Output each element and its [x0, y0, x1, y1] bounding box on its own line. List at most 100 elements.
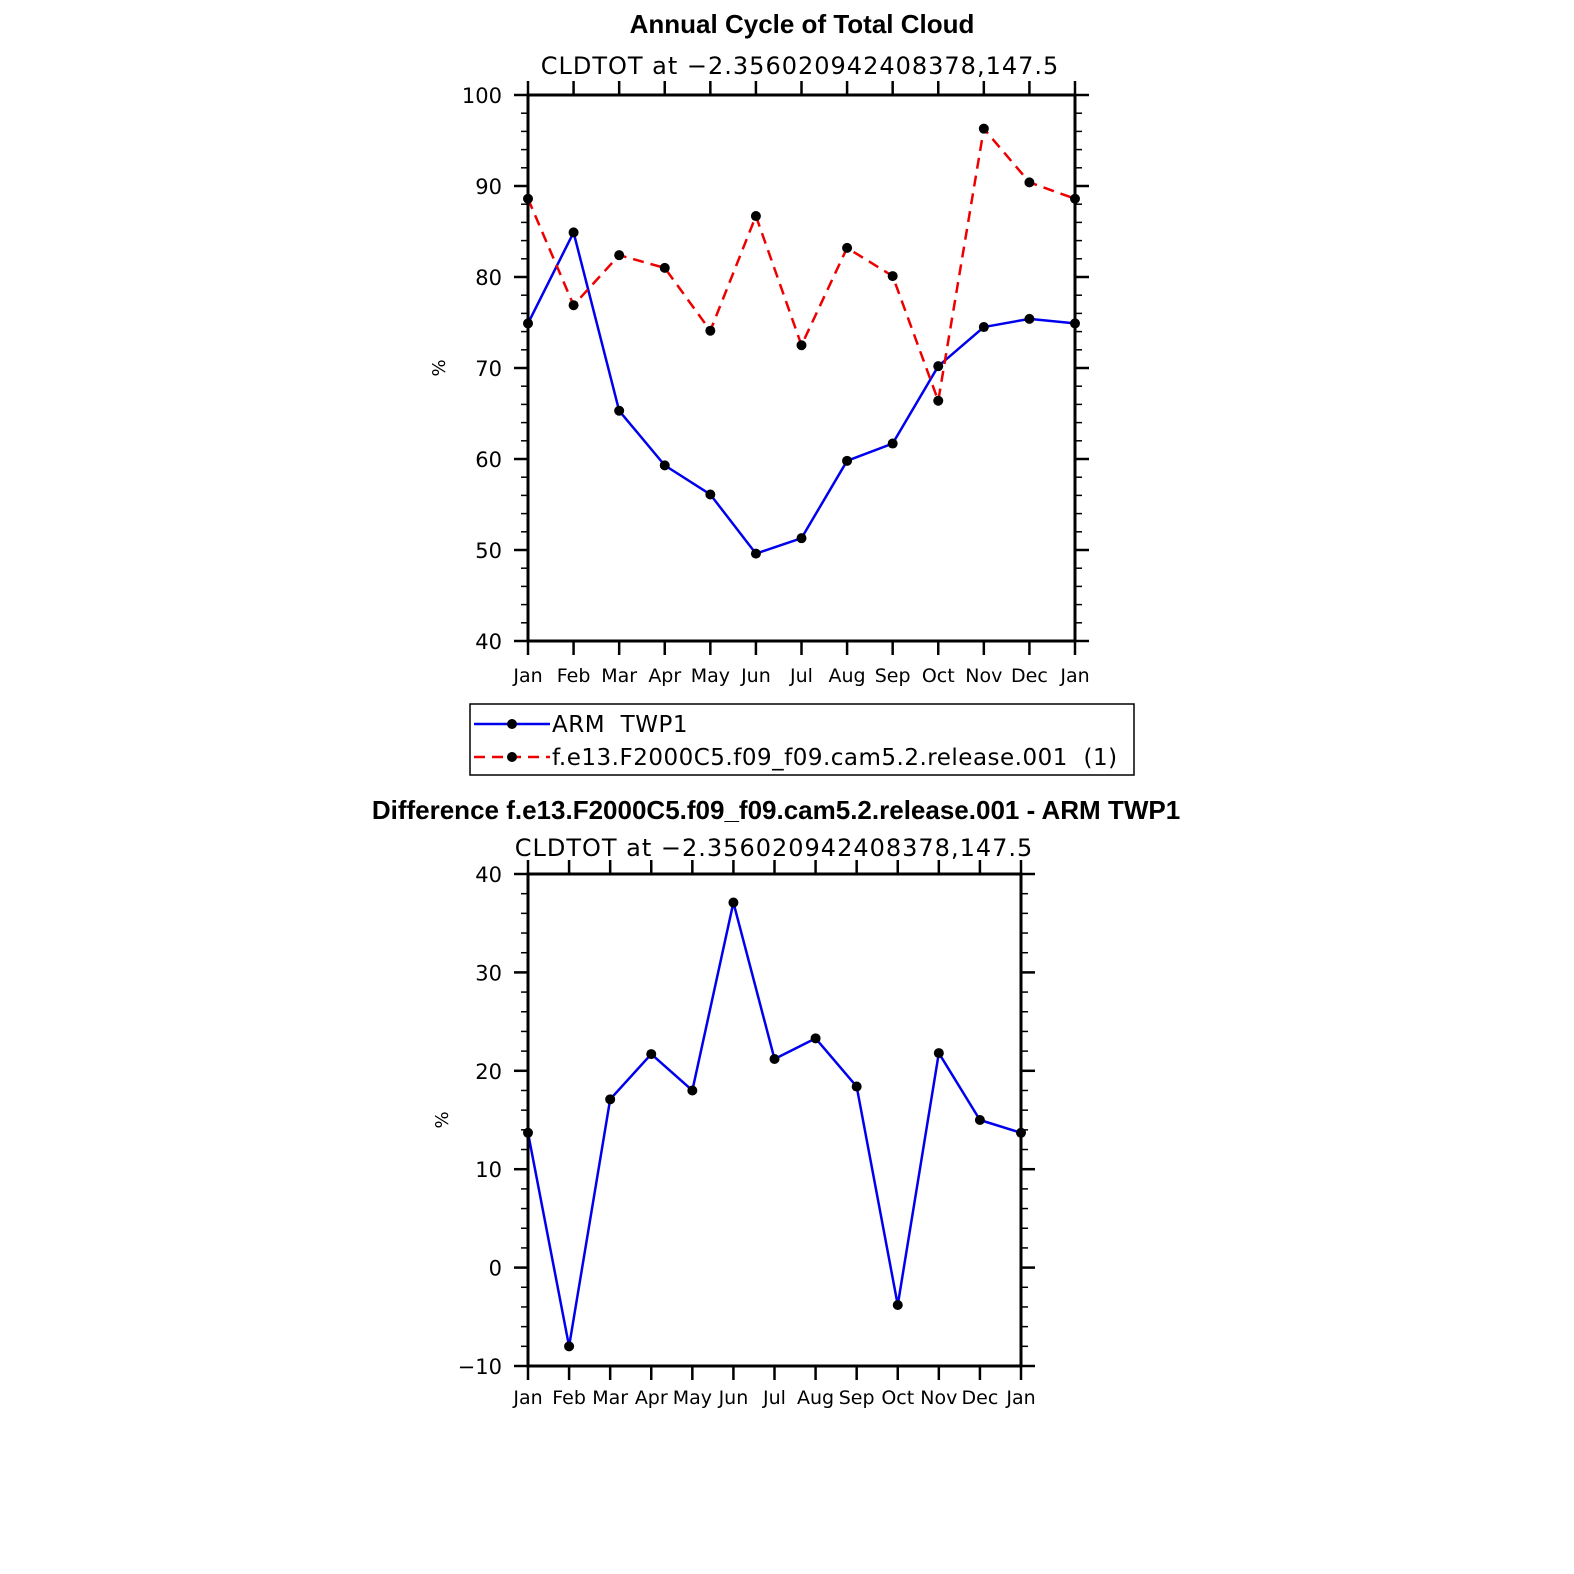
y-axis-label: %	[432, 1111, 453, 1128]
plot-frame	[526, 872, 1023, 1368]
x-tick-label: Jan	[1059, 665, 1089, 687]
data-point-series-0	[892, 1299, 903, 1310]
chart-subtitle: CLDTOT at −2.356020942408378,147.5	[515, 834, 1034, 862]
y-tick-label: 40	[475, 630, 502, 654]
x-tick-label: Feb	[552, 1387, 586, 1409]
x-tick-label: Jul	[789, 665, 813, 687]
y-tick-label: 30	[475, 961, 502, 985]
data-point-series-1	[568, 300, 579, 311]
x-tick-labels: Jan Feb Mar Apr May Jun Jul Aug Sep Oct Nov Dec Jan	[512, 665, 1089, 687]
series-lines	[523, 897, 1026, 1352]
chart-subtitle: CLDTOT at −2.356020942408378,147.5	[541, 52, 1060, 80]
data-point-series-1	[659, 262, 670, 273]
annual-cycle-chart: Annual Cycle of Total Cloud CLDTOT at −2…	[429, 9, 1090, 687]
data-point-series-1	[978, 123, 989, 134]
y-tick-label: 50	[475, 539, 502, 563]
data-point-series-1	[842, 242, 853, 253]
legend-marker-arm	[507, 719, 517, 729]
y-tick-label: 60	[475, 448, 502, 472]
x-tick-label: Sep	[839, 1387, 875, 1409]
data-point-series-1	[1024, 177, 1035, 188]
data-point-series-0	[605, 1094, 616, 1105]
x-tick-label: Dec	[1011, 665, 1048, 687]
tick-marks	[514, 81, 1089, 655]
y-tick-label: 10	[475, 1158, 502, 1182]
series-lines	[523, 123, 1080, 559]
y-tick-label: 20	[475, 1060, 502, 1084]
chart-title: Difference f.e13.F2000C5.f09_f09.cam5.2.…	[372, 795, 1180, 825]
x-tick-labels: Jan Feb Mar Apr May Jun Jul Aug Sep Oct Nov Dec Jan	[512, 1387, 1035, 1409]
x-tick-label: Aug	[829, 665, 866, 687]
x-tick-label: Apr	[648, 665, 681, 687]
x-tick-label: Sep	[875, 665, 911, 687]
x-tick-label: Nov	[965, 665, 1002, 687]
data-point-series-0	[974, 1115, 985, 1125]
y-tick-label: 100	[462, 84, 502, 108]
x-tick-label: Apr	[635, 1387, 668, 1409]
plot-frame	[526, 93, 1077, 643]
y-tick-labels: −10 0 10 20 30 40	[458, 863, 502, 1379]
data-point-series-0	[614, 405, 625, 416]
data-point-series-0	[1024, 313, 1035, 324]
x-tick-label: Mar	[592, 1387, 628, 1409]
x-tick-label: Jun	[718, 1387, 749, 1409]
data-point-series-0	[933, 361, 944, 372]
data-point-series-0	[646, 1049, 657, 1060]
y-tick-label: 90	[475, 175, 502, 199]
x-tick-label: Aug	[797, 1387, 834, 1409]
legend: ARM TWP1 f.e13.F2000C5.f09_f09.cam5.2.re…	[469, 703, 1135, 776]
data-point-series-0	[796, 533, 807, 544]
x-tick-label: Jan	[512, 665, 542, 687]
x-tick-label: Jun	[740, 665, 771, 687]
x-tick-label: Oct	[881, 1387, 914, 1409]
data-point-series-0	[728, 897, 739, 908]
x-tick-label: May	[691, 665, 730, 687]
data-point-series-0	[810, 1033, 821, 1044]
difference-chart: Difference f.e13.F2000C5.f09_f09.cam5.2.…	[372, 795, 1180, 1409]
series-line-0	[526, 901, 1022, 1348]
y-tick-label: 80	[475, 266, 502, 290]
series-line-1	[526, 127, 1076, 403]
x-tick-label: Oct	[922, 665, 955, 687]
x-tick-label: Dec	[962, 1387, 999, 1409]
data-point-series-0	[659, 460, 670, 471]
x-tick-label: Jul	[762, 1387, 786, 1409]
data-point-series-1	[887, 271, 898, 282]
tick-marks	[514, 860, 1035, 1380]
x-tick-label: Jan	[512, 1387, 542, 1409]
data-point-series-0	[568, 227, 579, 238]
y-tick-label: 40	[475, 863, 502, 887]
data-point-series-0	[769, 1053, 780, 1064]
data-point-series-0	[978, 322, 989, 333]
data-point-series-0	[687, 1085, 698, 1096]
y-tick-label: −10	[458, 1355, 502, 1379]
x-tick-label: Jan	[1005, 1387, 1035, 1409]
data-point-series-0	[705, 489, 716, 500]
x-tick-label: May	[673, 1387, 712, 1409]
x-tick-label: Mar	[601, 665, 637, 687]
data-point-series-1	[750, 211, 761, 222]
data-point-series-1	[796, 340, 807, 351]
data-point-series-0	[851, 1081, 862, 1092]
chart-title: Annual Cycle of Total Cloud	[630, 9, 975, 39]
y-tick-label: 70	[475, 357, 502, 381]
data-point-series-0	[842, 455, 853, 466]
data-point-series-1	[614, 250, 625, 261]
x-tick-label: Nov	[920, 1387, 957, 1409]
data-point-series-1	[705, 325, 716, 336]
y-tick-labels: 40 50 60 70 80 90 100	[462, 84, 502, 654]
legend-label-model: f.e13.F2000C5.f09_f09.cam5.2.release.001…	[552, 745, 1118, 771]
data-point-series-1	[933, 395, 944, 406]
legend-box	[469, 703, 1135, 776]
x-tick-label: Feb	[557, 665, 591, 687]
y-tick-label: 0	[489, 1257, 502, 1281]
data-point-series-0	[564, 1341, 575, 1352]
data-point-series-0	[750, 548, 761, 559]
legend-marker-model	[507, 752, 517, 762]
data-point-series-0	[933, 1048, 944, 1059]
data-point-series-0	[887, 438, 898, 449]
legend-label-arm: ARM TWP1	[552, 712, 688, 738]
y-axis-label: %	[429, 359, 450, 376]
series-line-0	[526, 231, 1076, 555]
